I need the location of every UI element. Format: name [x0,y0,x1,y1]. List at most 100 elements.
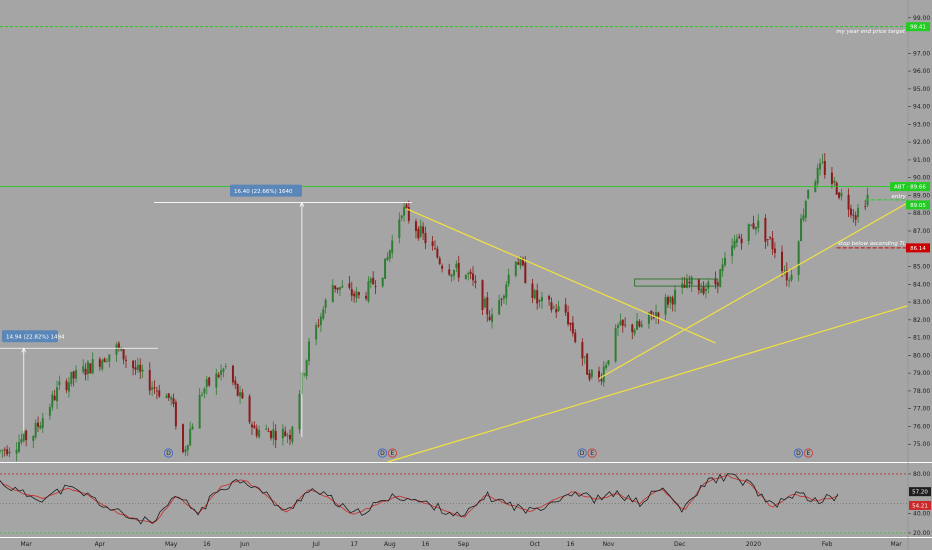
candle-body [403,206,406,216]
candle [350,281,353,302]
price-tick-label: 90.00 [913,175,930,182]
candle [633,328,636,337]
candle [533,288,536,300]
candle-body [108,354,111,362]
price-tick-label: 76.00 [913,423,930,430]
event-marker[interactable] [587,448,597,458]
candle [498,294,501,316]
candle-body [355,291,358,299]
candle [740,233,743,250]
drawing-overlays[interactable]: 14.94 (22.82%) 1494 16.40 (22.66%) 1640 D D… [0,26,909,463]
candle [835,181,838,196]
price-tag[interactable] [906,22,930,32]
candle-body [105,361,108,363]
rsi-value-tag[interactable] [909,500,931,510]
price-tick-label: 78.00 [913,388,930,395]
price-tick-label: 99.00 [913,15,930,22]
candle [231,364,234,386]
event-marker[interactable] [803,448,814,458]
time-axis[interactable]: Mar Apr May 16 Jun Jul 17 Aug 16 Sep Oct 16 Nov Dec 20… [20,541,902,548]
candle-body [723,257,726,266]
time-tick-label: Nov [603,541,615,548]
candle [388,249,391,263]
candle-body [424,233,427,244]
rsi-line[interactable] [0,473,839,525]
candle-body [365,295,368,299]
candle-body [719,269,722,288]
candle-body [317,325,320,327]
candle-body [852,214,855,216]
price-tick-label: 80.00 [913,352,930,359]
price-tag[interactable] [906,243,930,253]
candle [381,277,384,288]
candle-body [531,283,534,298]
time-tick-label: 16 [203,541,211,548]
candle [788,277,791,288]
event-marker[interactable] [377,448,388,458]
candle [6,445,9,457]
candle [248,394,251,425]
trendline[interactable] [387,305,909,463]
candle-body [507,274,510,285]
candle-body [450,274,453,277]
candle [117,341,120,352]
candle [655,304,658,325]
candle [184,446,187,457]
event-marker[interactable] [387,448,398,458]
rsi-tick-label: 80.00 [913,471,930,478]
candle [398,212,401,244]
price-tag[interactable] [906,200,930,210]
candle [400,214,403,221]
time-tick-label: 16 [422,541,430,548]
measure-label-box[interactable] [2,330,58,343]
candle [308,337,311,366]
range-box[interactable] [634,278,719,287]
candle [70,371,73,387]
candle-body [771,237,774,250]
candle [182,423,185,454]
candle [158,384,161,398]
candle [619,313,622,327]
event-marker-letter: E [590,450,594,457]
candle [457,255,460,282]
candle [766,239,769,247]
candle-body [536,290,539,304]
candle [472,266,475,287]
trendline[interactable] [406,208,716,344]
candle-body [286,435,289,437]
candle-body [350,288,353,296]
candle-body [704,288,707,292]
rsi-pane[interactable] [0,473,932,538]
candle-body [690,277,693,285]
rsi-value-tag[interactable] [909,487,931,497]
event-marker[interactable] [793,448,804,458]
candle-body [847,194,850,210]
candle [450,273,453,282]
candle-body [833,180,836,183]
trendline[interactable] [598,202,909,380]
candle [847,188,850,217]
candle [621,319,624,333]
candle-body [319,316,322,325]
rsi-tick-label: 20.00 [913,530,930,537]
price-tag[interactable] [890,182,930,192]
price-tick-label: 88.00 [913,210,930,217]
candle [91,352,94,375]
candle [348,275,351,290]
time-tick-label: 2020 [746,541,761,548]
event-marker[interactable] [163,448,174,458]
candle [552,304,555,310]
candle [488,310,491,322]
measure-label-box[interactable] [230,184,302,197]
rsi-value-text: 54.21 [912,503,928,509]
candle [258,425,261,439]
candle [319,312,322,332]
candle-body [538,299,541,302]
candle-body [617,325,620,328]
candle-body [750,224,753,226]
price-axis[interactable]: 99.00 97.00 96.00 95.00 94.00 93.00 92.00 91.00… [890,0,931,550]
candle [98,356,101,371]
event-marker[interactable] [577,448,587,458]
candle [422,222,425,240]
